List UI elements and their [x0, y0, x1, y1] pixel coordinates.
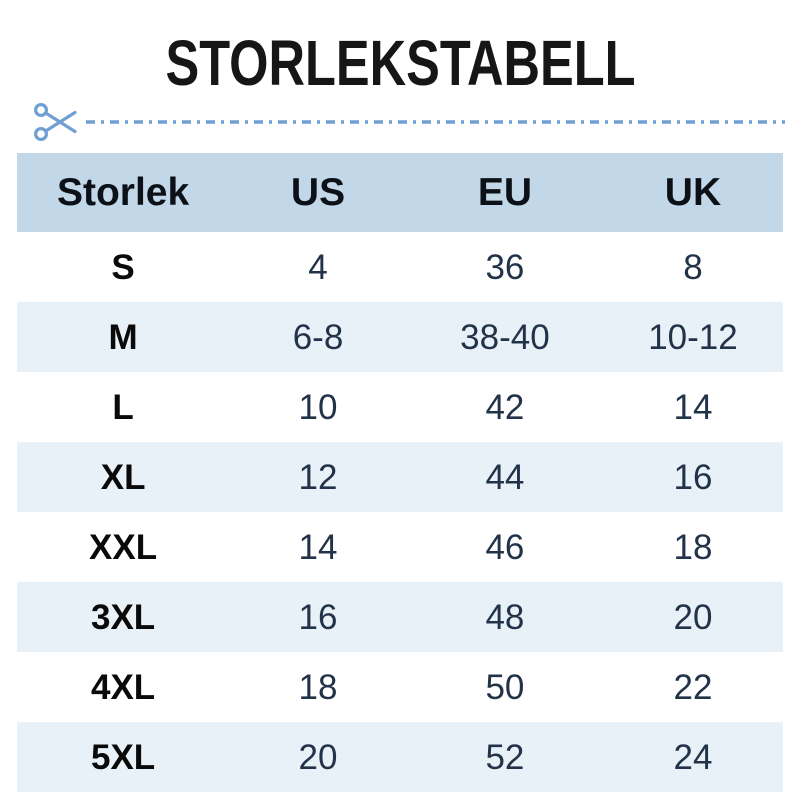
size-label: M	[108, 317, 138, 357]
us-value: 20	[298, 737, 338, 777]
column-header-eu: EU	[477, 171, 533, 214]
us-value: 6-8	[292, 317, 344, 357]
uk-value: 10-12	[648, 317, 738, 357]
eu-value: 44	[485, 457, 525, 497]
us-value: 12	[298, 457, 338, 497]
us-value: 18	[298, 667, 338, 707]
table-row: 3XL 16 48 20	[17, 582, 783, 652]
table-body: S 4 36 8 M 6-8 38-40 10-12 L 10 42 14 XL 12 44 16 XXL 14 4…	[17, 232, 783, 792]
column-header-storlek: Storlek	[56, 171, 190, 214]
title-bar: STORLEKSTABELL	[0, 0, 800, 100]
size-label: L	[112, 387, 134, 427]
uk-value: 16	[673, 457, 713, 497]
page-title: STORLEKSTABELL	[164, 27, 636, 99]
eu-value: 36	[485, 247, 525, 287]
column-header-us: US	[290, 171, 346, 214]
table-row: 4XL 18 50 22	[17, 652, 783, 722]
eu-value: 38-40	[460, 317, 550, 357]
size-label: 5XL	[90, 737, 156, 777]
cut-line	[33, 102, 785, 142]
size-label: S	[111, 247, 135, 287]
uk-value: 18	[673, 527, 713, 567]
eu-value: 52	[485, 737, 525, 777]
size-label: 4XL	[90, 667, 156, 707]
table-row: L 10 42 14	[17, 372, 783, 442]
eu-value: 50	[485, 667, 525, 707]
us-value: 16	[298, 597, 338, 637]
size-label: XL	[100, 457, 146, 497]
eu-value: 48	[485, 597, 525, 637]
scissors-icon	[33, 102, 77, 142]
size-table: Storlek US EU UK S 4 36 8 M 6-8 38-40 10-12 L 10 4…	[17, 153, 783, 792]
us-value: 4	[308, 247, 328, 287]
table-row: S 4 36 8	[17, 232, 783, 302]
eu-value: 46	[485, 527, 525, 567]
size-label: 3XL	[90, 597, 156, 637]
uk-value: 14	[673, 387, 713, 427]
us-value: 14	[298, 527, 338, 567]
uk-value: 22	[673, 667, 713, 707]
uk-value: 24	[673, 737, 713, 777]
table-header-row: Storlek US EU UK	[17, 153, 783, 232]
table-row: 5XL 20 52 24	[17, 722, 783, 792]
eu-value: 42	[485, 387, 525, 427]
us-value: 10	[298, 387, 338, 427]
column-header-uk: UK	[664, 171, 722, 214]
uk-value: 8	[683, 247, 703, 287]
size-label: XXL	[89, 527, 158, 567]
table-row: XXL 14 46 18	[17, 512, 783, 582]
table-row: M 6-8 38-40 10-12	[17, 302, 783, 372]
uk-value: 20	[673, 597, 713, 637]
table-row: XL 12 44 16	[17, 442, 783, 512]
